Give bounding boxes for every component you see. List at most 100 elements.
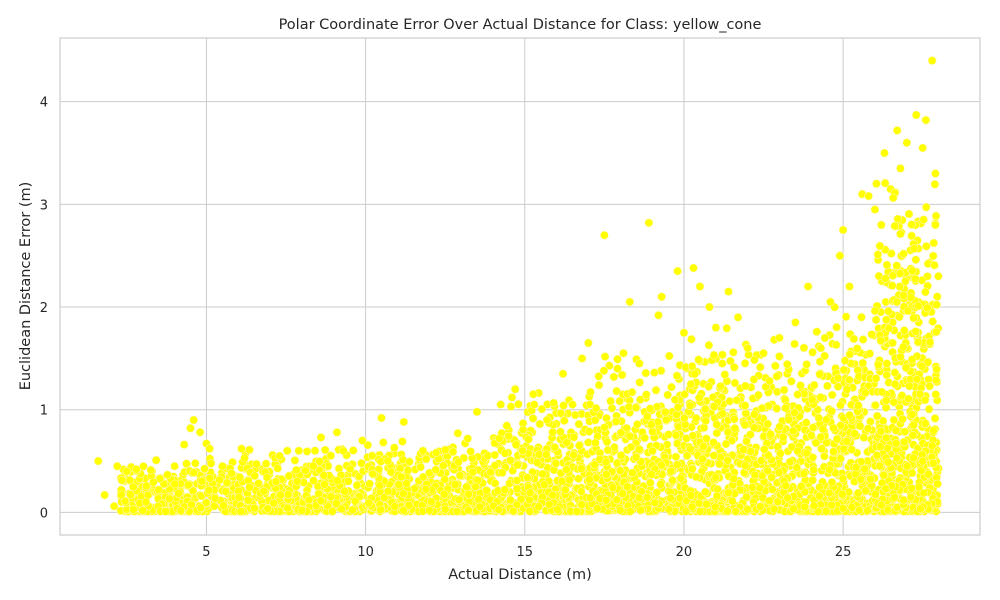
data-point	[402, 479, 411, 488]
data-point	[583, 438, 593, 447]
data-point	[551, 459, 561, 468]
data-point	[709, 350, 719, 360]
data-point	[790, 339, 799, 349]
data-point	[345, 464, 355, 474]
data-point	[765, 496, 774, 506]
data-point	[769, 504, 779, 514]
data-point	[931, 375, 941, 385]
data-point	[889, 415, 899, 425]
data-point	[840, 356, 850, 365]
data-point	[908, 430, 918, 440]
data-point	[383, 456, 393, 466]
data-point	[912, 374, 922, 384]
data-point	[512, 476, 522, 485]
data-point	[866, 474, 875, 484]
data-point	[931, 220, 940, 230]
data-point	[902, 461, 912, 471]
data-point	[925, 337, 935, 347]
data-point	[702, 499, 711, 509]
data-point	[142, 481, 151, 491]
data-point	[664, 504, 674, 514]
data-point	[348, 446, 358, 455]
data-point	[559, 416, 569, 426]
data-point	[237, 444, 246, 454]
data-point	[471, 482, 480, 492]
data-point	[348, 505, 357, 515]
data-point	[725, 396, 735, 406]
data-point	[424, 506, 434, 515]
data-point	[880, 178, 890, 188]
data-point	[518, 446, 527, 456]
data-point	[316, 433, 326, 442]
data-point	[874, 360, 883, 370]
data-point	[494, 434, 504, 443]
data-point	[525, 495, 534, 505]
data-point	[887, 281, 897, 290]
data-point	[650, 498, 660, 508]
data-point	[275, 451, 285, 461]
data-point	[783, 493, 792, 503]
data-point	[394, 480, 404, 489]
data-point	[642, 412, 652, 421]
data-point	[907, 410, 917, 419]
data-point	[892, 453, 902, 463]
data-point	[899, 437, 909, 447]
data-point	[809, 501, 819, 511]
data-point	[859, 433, 869, 442]
data-point	[440, 445, 450, 455]
data-point	[854, 401, 863, 410]
data-point	[500, 448, 510, 458]
data-point	[930, 180, 940, 189]
data-point	[856, 474, 866, 484]
data-point	[506, 455, 515, 465]
data-point	[539, 480, 549, 490]
data-point	[129, 482, 138, 492]
data-point	[668, 475, 677, 485]
data-point	[149, 477, 158, 487]
data-point	[332, 499, 341, 508]
data-point	[718, 409, 727, 418]
data-point	[390, 502, 400, 511]
data-point	[375, 481, 385, 490]
data-point	[916, 504, 925, 514]
data-point	[733, 312, 743, 322]
data-point	[772, 404, 782, 413]
data-point	[636, 505, 645, 515]
data-point	[889, 397, 899, 407]
data-point	[294, 446, 304, 456]
data-point	[602, 437, 612, 447]
data-point	[528, 414, 538, 423]
data-point	[833, 373, 843, 383]
data-point	[236, 507, 246, 516]
y-tick-label: 1	[40, 404, 48, 419]
data-point	[542, 415, 552, 425]
data-point	[815, 369, 825, 379]
data-point	[876, 500, 886, 510]
data-point	[565, 475, 574, 485]
data-point	[534, 502, 544, 511]
data-point	[310, 446, 320, 456]
data-point	[698, 454, 707, 464]
data-point	[686, 379, 696, 389]
data-point	[931, 211, 941, 221]
data-point	[534, 450, 544, 459]
data-point	[685, 401, 695, 411]
data-point	[818, 424, 828, 434]
data-point	[558, 369, 568, 379]
data-point	[921, 287, 930, 297]
data-point	[611, 417, 621, 426]
data-point	[252, 459, 261, 469]
data-point	[907, 220, 916, 229]
data-point	[645, 478, 655, 488]
data-point	[569, 432, 579, 442]
data-point	[197, 476, 207, 486]
data-point	[590, 460, 600, 470]
data-point	[842, 436, 852, 446]
data-point	[161, 507, 170, 516]
data-point	[808, 475, 818, 485]
data-point	[740, 420, 750, 430]
data-point	[695, 507, 705, 516]
data-point	[919, 215, 928, 224]
y-tick-label: 4	[40, 96, 48, 111]
data-point	[890, 379, 900, 389]
